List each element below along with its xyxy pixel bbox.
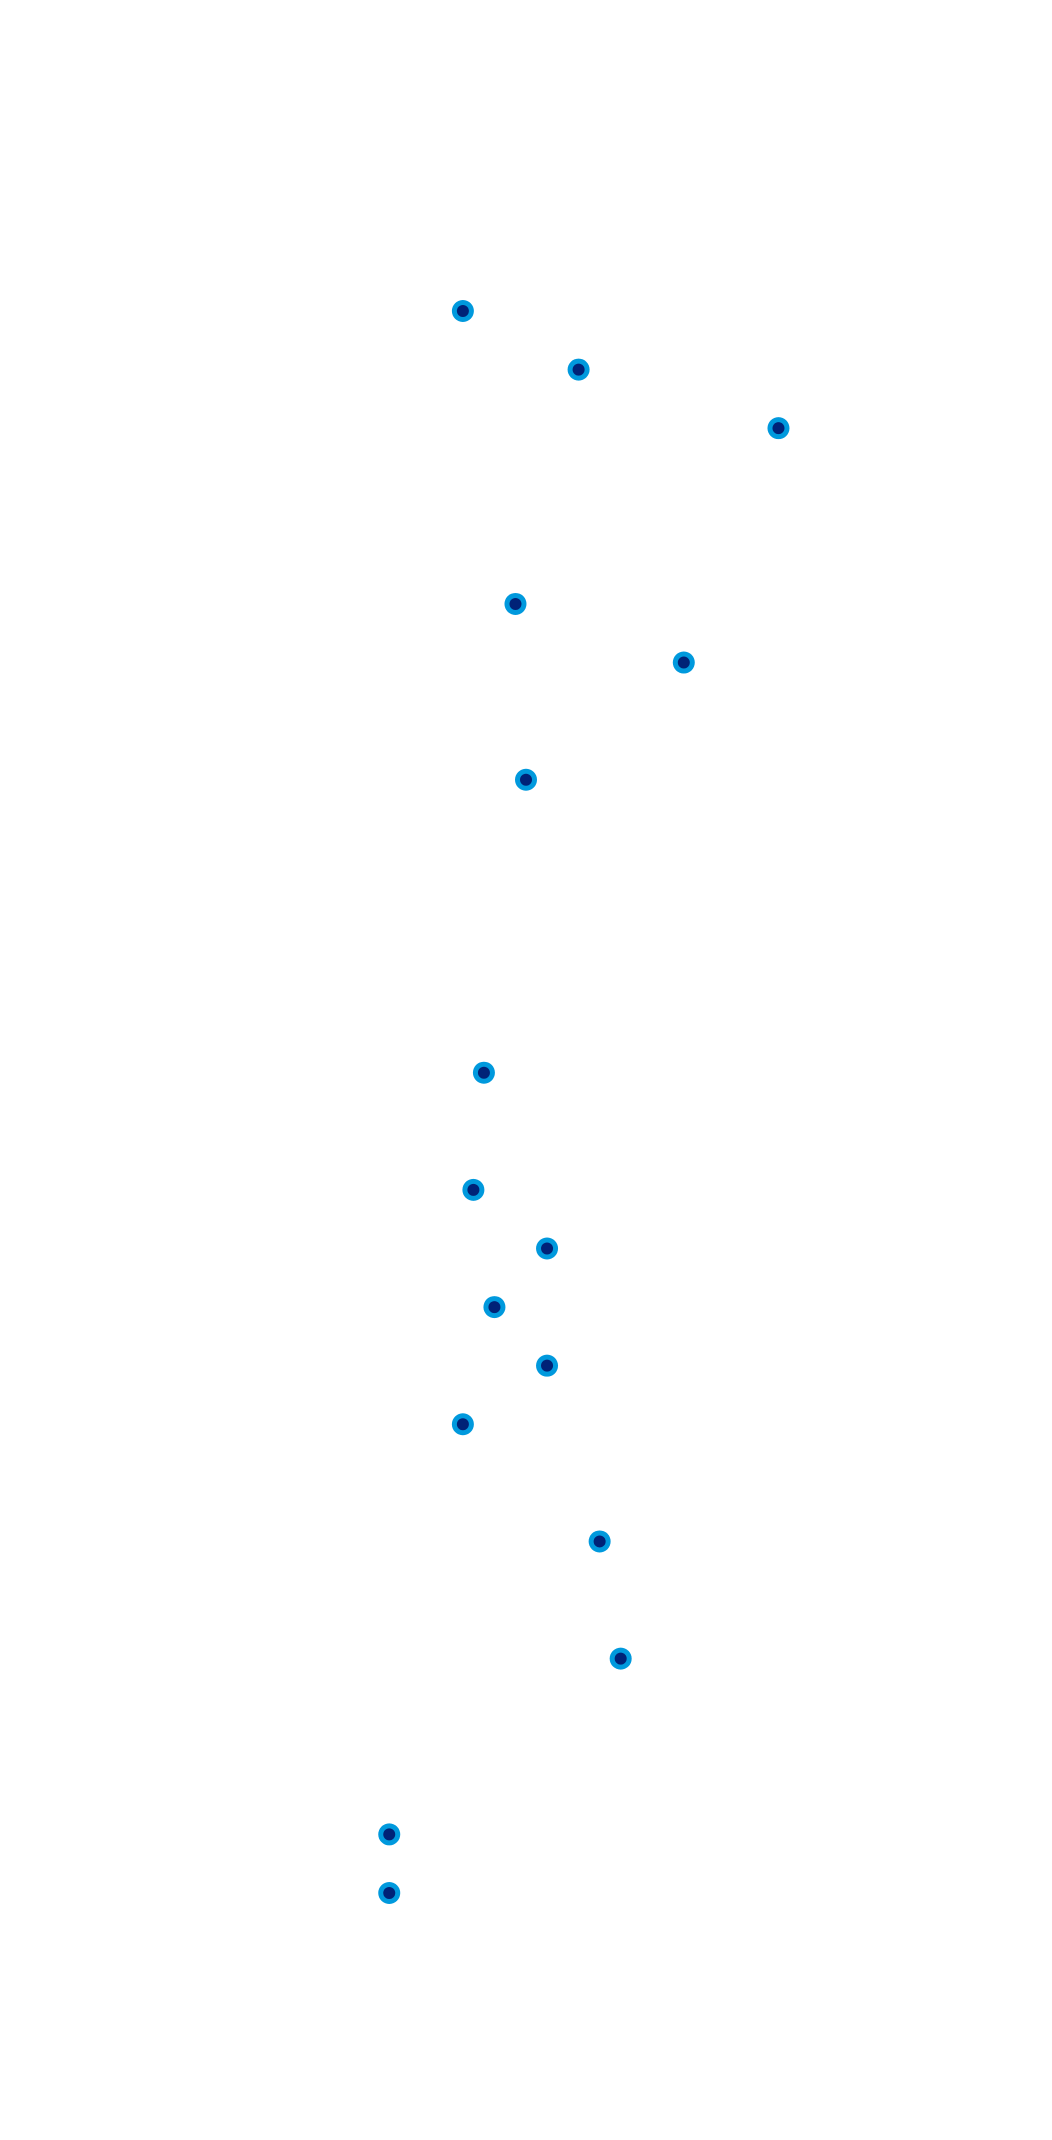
data-point-inner: [383, 1887, 396, 1899]
data-point-7: [472, 1061, 495, 1084]
data-point-14: [609, 1647, 632, 1670]
data-point-10: [483, 1296, 506, 1319]
data-point-13: [588, 1530, 611, 1553]
data-point-16: [378, 1882, 401, 1904]
data-point-6: [515, 768, 537, 791]
data-point-inner: [477, 1066, 490, 1079]
data-point-inner: [488, 1301, 501, 1314]
data-point-inner: [509, 597, 522, 610]
data-point-inner: [467, 1183, 480, 1196]
data-point-inner: [456, 305, 469, 317]
data-point-9: [536, 1237, 559, 1260]
data-point-12: [451, 1413, 474, 1436]
data-point-3: [767, 417, 790, 440]
data-point-1: [451, 300, 474, 322]
data-point-inner: [456, 1418, 469, 1431]
data-point-inner: [520, 773, 532, 786]
data-point-4: [504, 592, 527, 615]
points-layer: [378, 300, 790, 1904]
data-point-2: [567, 358, 590, 381]
data-point-inner: [677, 656, 690, 669]
data-point-inner: [593, 1535, 606, 1548]
data-point-15: [378, 1823, 401, 1846]
data-point-5: [672, 651, 695, 674]
data-point-inner: [614, 1652, 627, 1665]
data-point-inner: [383, 1828, 396, 1841]
data-point-inner: [541, 1359, 554, 1372]
data-point-8: [462, 1178, 485, 1201]
data-point-11: [536, 1354, 559, 1377]
data-point-inner: [572, 363, 585, 376]
data-point-inner: [541, 1242, 554, 1255]
data-point-inner: [772, 422, 785, 435]
